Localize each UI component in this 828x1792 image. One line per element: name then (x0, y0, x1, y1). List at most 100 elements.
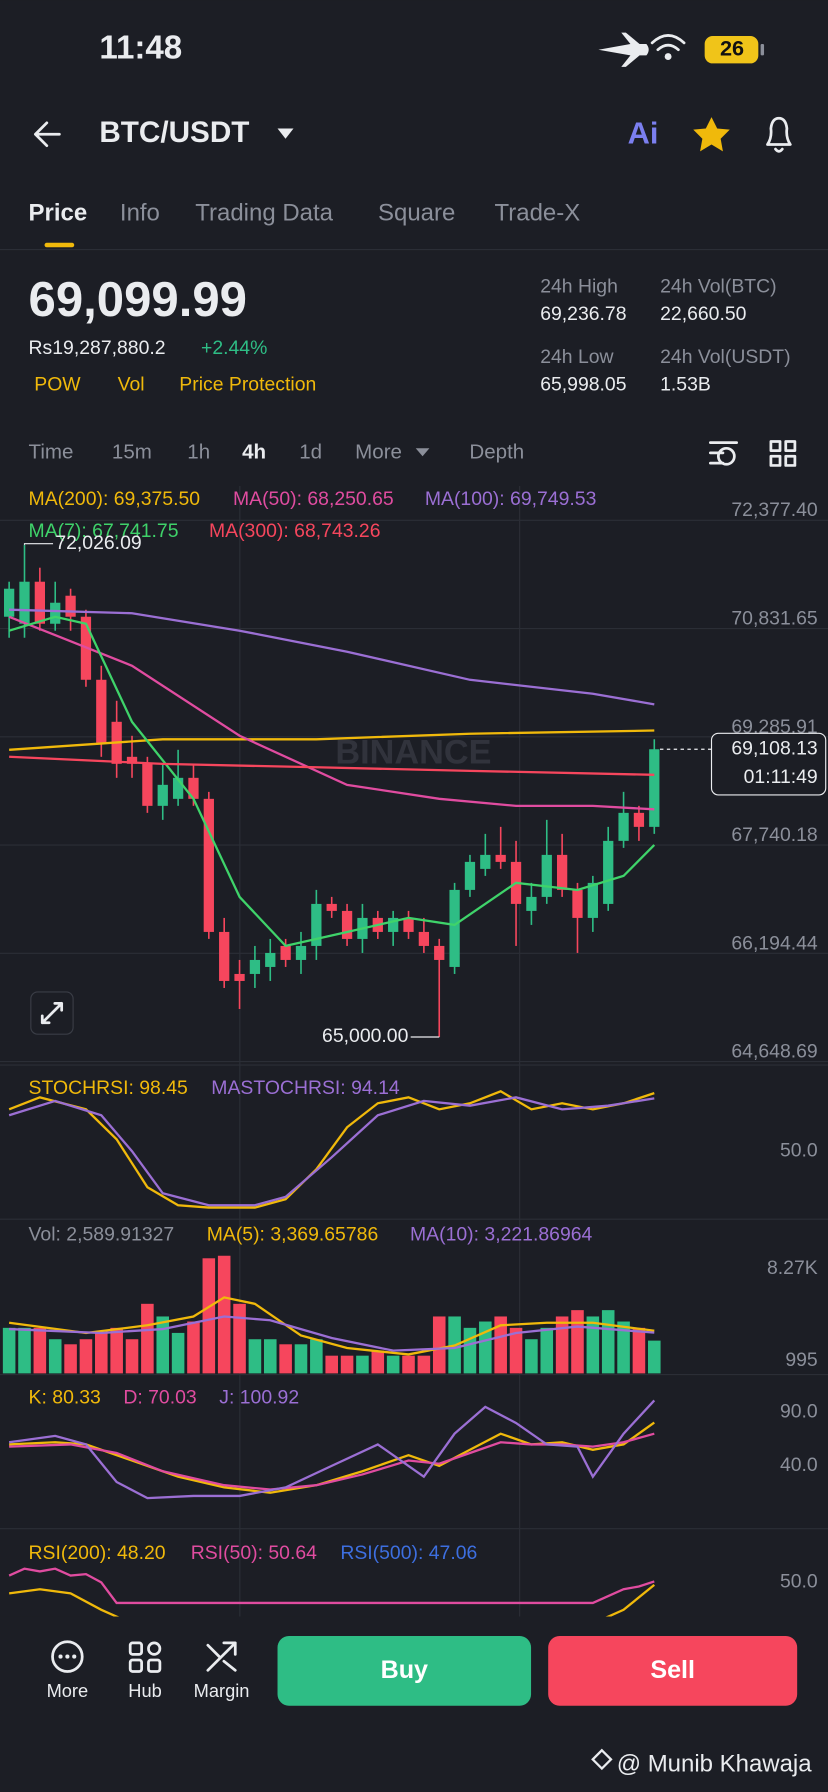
legend-entry: STOCHRSI: 98.45 (29, 1077, 188, 1099)
legend-entry: D: 70.03 (123, 1387, 196, 1409)
volume-bar (601, 1310, 615, 1374)
margin-icon[interactable] (206, 1641, 237, 1672)
indicator-line (8, 1584, 656, 1617)
candle-body (50, 602, 61, 624)
candle-body (464, 861, 476, 890)
fullscreen-button[interactable] (30, 991, 74, 1035)
candle-body (434, 945, 445, 960)
legend-entry: MA(300): 68,743.26 (209, 520, 381, 542)
candle-body (556, 854, 568, 890)
candle-body (649, 749, 660, 827)
countdown: 01:11:49 (744, 766, 818, 788)
y-tick-label: 70,831.65 (731, 608, 817, 630)
volume-bar (48, 1339, 62, 1374)
buy-button[interactable] (277, 1636, 532, 1706)
stat-value: 22,660.50 (660, 303, 747, 325)
indicator-settings-button[interactable] (708, 441, 739, 466)
wifi-dot (664, 53, 672, 61)
tab-indicator (44, 242, 75, 248)
candle-body (618, 812, 629, 841)
pair-caret[interactable] (277, 128, 294, 139)
tag: Vol (118, 374, 145, 396)
indicator-line (9, 1315, 655, 1352)
y-tick-label: 995 (785, 1349, 817, 1371)
legend-entry: J: 100.92 (219, 1387, 299, 1409)
y-tick-label: 72,377.40 (731, 499, 818, 521)
candle-body (495, 854, 506, 862)
more-caret (415, 448, 430, 457)
layout-button[interactable] (769, 440, 797, 467)
volume-bar (217, 1255, 231, 1374)
interval[interactable]: 15m (112, 440, 152, 463)
more-icon[interactable] (51, 1640, 84, 1673)
fiat-price: Rs19,287,880.2 (29, 337, 166, 359)
fullscreen-icon[interactable] (40, 1001, 64, 1025)
high-annotation: 72,026.09 (55, 532, 141, 554)
favorite-button[interactable] (693, 117, 730, 152)
candle-body (219, 931, 230, 981)
stat-value: 1.53B (660, 374, 711, 396)
bottom-nav-label[interactable]: More (47, 1680, 89, 1701)
bottom-nav-label[interactable]: Margin (194, 1680, 250, 1701)
indicator-line (9, 608, 655, 706)
bottom-nav-label[interactable]: Hub (128, 1680, 162, 1701)
tab[interactable]: Price (29, 200, 88, 227)
candle-body (480, 854, 491, 869)
stat-label: 24h Vol(USDT) (660, 346, 791, 368)
last-price-label: 69,108.13 (731, 737, 817, 759)
sell-label[interactable]: Sell (650, 1656, 695, 1684)
y-tick-label: 50.0 (780, 1139, 818, 1161)
candle-body (19, 581, 30, 624)
back-button[interactable] (34, 121, 61, 148)
candle-body (541, 854, 552, 897)
chart-watermark: BINANCE (335, 733, 491, 771)
candle-body (96, 679, 107, 743)
candle-body (249, 959, 261, 974)
indicator-line (8, 1090, 655, 1209)
stat-value: 69,236.78 (540, 303, 626, 325)
volume-bar (648, 1340, 661, 1374)
volume-bar (417, 1355, 431, 1374)
legend-entry: K: 80.33 (29, 1387, 101, 1409)
interval[interactable]: Time (29, 440, 74, 463)
volume-bar (310, 1339, 323, 1374)
battery-level: 26 (720, 35, 744, 60)
candle-body (418, 931, 430, 946)
volume-bar (248, 1339, 262, 1374)
tab[interactable]: Square (378, 200, 455, 227)
volume-bar (95, 1332, 108, 1374)
pair-title[interactable]: BTC/USDT (99, 116, 249, 149)
y-tick-label: 40.0 (780, 1454, 818, 1476)
alert-button[interactable] (766, 116, 792, 153)
interval[interactable]: More (355, 440, 402, 463)
y-tick-label: 66,194.44 (731, 932, 818, 954)
volume-bar (509, 1327, 523, 1374)
volume-bar (386, 1355, 400, 1374)
ai-button[interactable]: Ai (628, 116, 659, 151)
y-tick-label: 90.0 (780, 1400, 818, 1422)
interval[interactable]: 1h (187, 440, 210, 463)
buy-label[interactable]: Buy (381, 1656, 428, 1684)
interval[interactable]: Depth (469, 440, 524, 463)
candle-body (234, 973, 245, 981)
legend-entry: RSI(50): 50.64 (191, 1542, 317, 1564)
tab[interactable]: Trade-X (495, 200, 581, 227)
sell-button[interactable] (548, 1636, 798, 1706)
low-annotation: 65,000.00 (322, 1025, 409, 1047)
interval[interactable]: 1d (299, 440, 322, 463)
y-tick-label: 50.0 (780, 1571, 818, 1593)
volume-bar (18, 1327, 31, 1374)
rsi-lines (8, 1567, 656, 1617)
tab[interactable]: Trading Data (195, 200, 333, 227)
tab[interactable]: Info (120, 200, 160, 227)
candle-body (142, 763, 153, 806)
candle-body (587, 882, 598, 918)
candle-body (295, 945, 307, 960)
volume-bar (617, 1321, 630, 1374)
volume-bar (540, 1327, 554, 1374)
interval[interactable]: 4h (242, 440, 266, 463)
volume-bar (125, 1339, 139, 1374)
candle-body (126, 756, 138, 764)
hub-icon[interactable] (128, 1641, 162, 1673)
